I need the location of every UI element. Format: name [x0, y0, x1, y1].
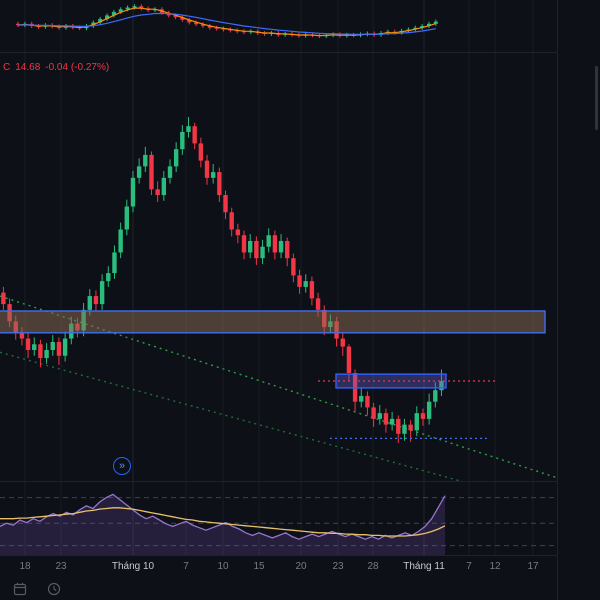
time-label: 18 [19, 561, 31, 572]
mini-chart-canvas[interactable] [0, 0, 557, 52]
price-scale[interactable] [557, 0, 600, 600]
time-label: Tháng 11 [403, 561, 445, 572]
legend-change: -0.04 (-0.27%) [45, 62, 110, 73]
pane-divider[interactable] [0, 481, 557, 482]
time-label: Tháng 10 [111, 561, 155, 572]
fast-forward-icon: » [118, 459, 126, 472]
time-axis[interactable]: 18 23 Tháng 10 7 10 15 20 23 28 Tháng 11 7 12 17 [0, 555, 557, 576]
time-label: 23 [55, 561, 67, 572]
clock-icon[interactable] [46, 581, 62, 597]
legend-last-price: 14.68 [15, 62, 41, 73]
time-label: 12 [489, 561, 501, 572]
time-label: 28 [367, 561, 379, 572]
fast-forward-badge[interactable]: » [113, 457, 131, 475]
time-label: 17 [527, 561, 539, 572]
pane-divider[interactable] [0, 52, 557, 53]
time-label: 7 [466, 561, 472, 572]
main-chart-canvas[interactable] [0, 53, 557, 481]
bottom-toolbar [0, 578, 557, 600]
price-legend: C 14.68 -0.04 (-0.27%) [3, 62, 109, 73]
indicator-canvas[interactable] [0, 482, 557, 555]
time-label: 23 [332, 561, 344, 572]
time-label: 15 [253, 561, 265, 572]
main-chart-pane[interactable]: C 14.68 -0.04 (-0.27%) » [0, 53, 557, 481]
time-label: 7 [183, 561, 189, 572]
mini-chart-pane[interactable] [0, 0, 557, 52]
time-label: 20 [295, 561, 307, 572]
go-to-date-icon[interactable] [12, 581, 28, 597]
indicator-pane[interactable] [0, 482, 557, 555]
legend-ohlc-label: C [3, 62, 11, 73]
scrollbar-thumb[interactable] [595, 66, 598, 130]
time-label: 10 [217, 561, 229, 572]
